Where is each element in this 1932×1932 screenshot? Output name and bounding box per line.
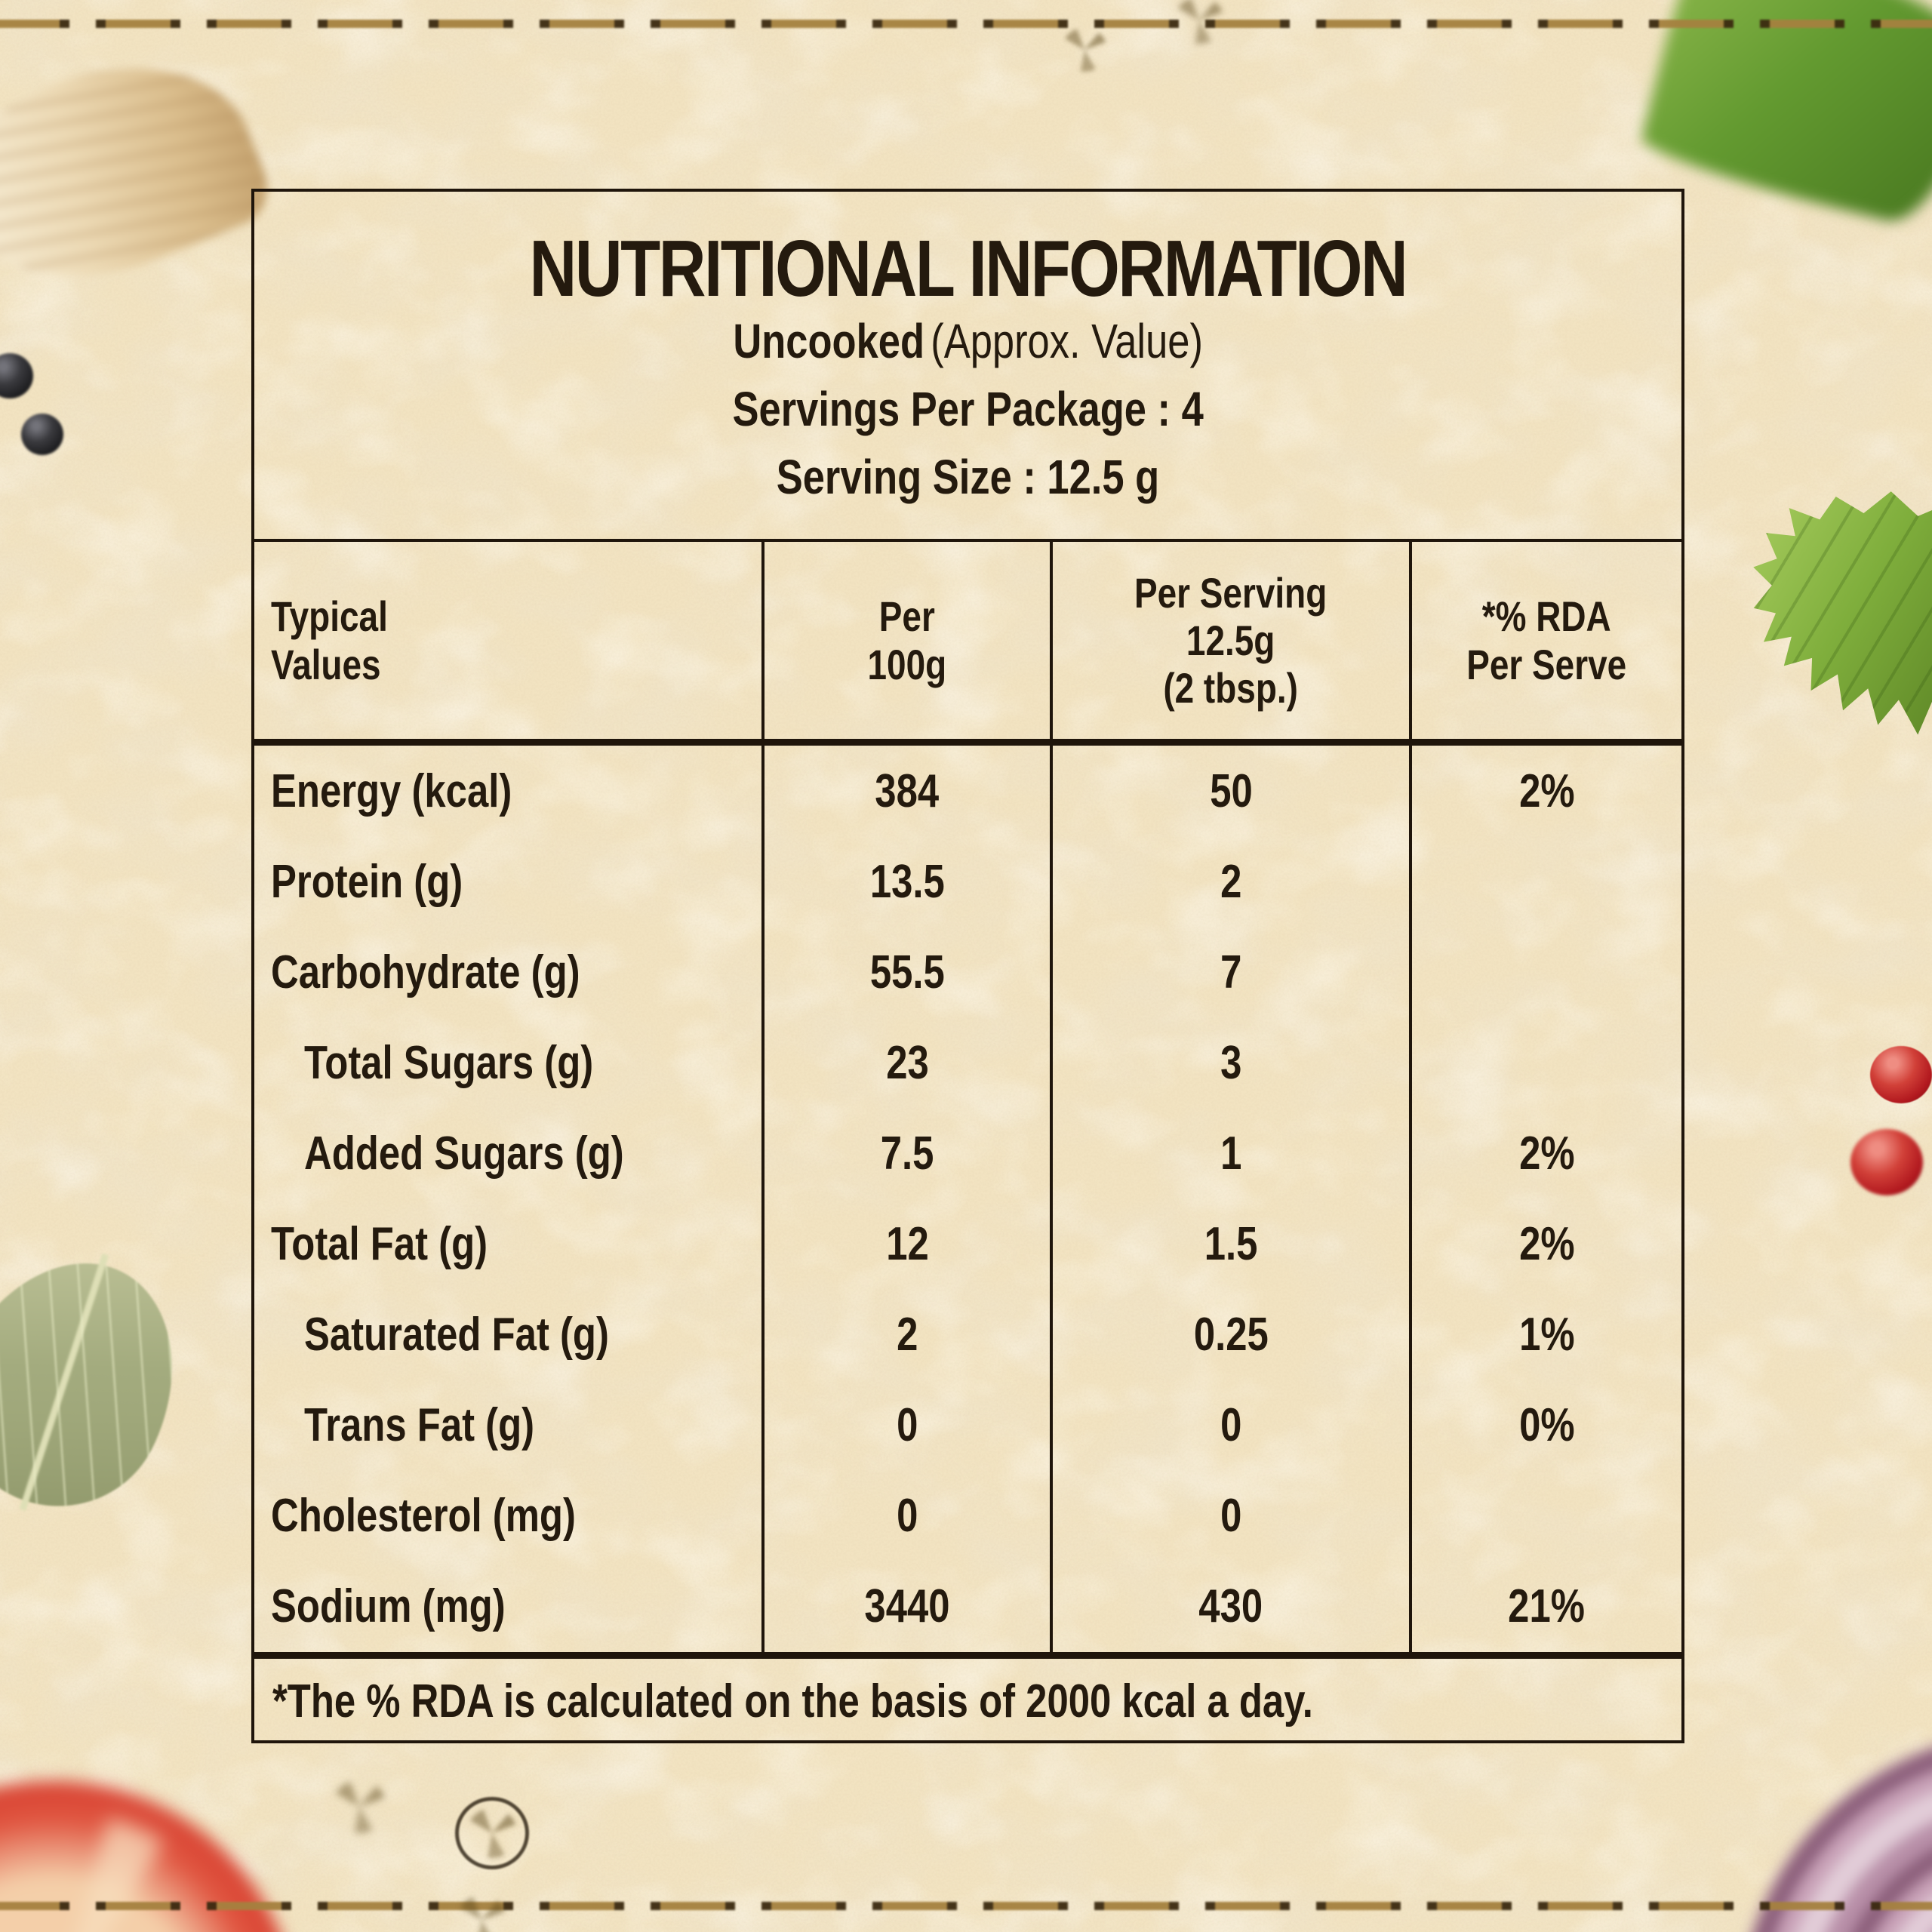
rda-cell [1412, 1017, 1681, 1108]
per-100g-cell: 7.5 [764, 1108, 1053, 1199]
stitch-border-bottom [0, 1902, 1932, 1910]
coriander-seed [459, 1801, 525, 1866]
rda-cell: 2% [1518, 1218, 1575, 1271]
per-100g-cell: 2 [764, 1289, 1053, 1380]
black-peppercorn [21, 414, 63, 455]
table-row: Sodium (mg) 3440 430 21% [254, 1561, 1681, 1652]
column-header-per-100g: Per 100g [764, 542, 1053, 739]
nutrient-label-cell: Trans Fat (g) [254, 1380, 764, 1471]
rda-footnote: *The % RDA is calculated on the basis of… [254, 1652, 1681, 1743]
table-grid: Typical Values Per 100g Per Serving 12.5… [254, 539, 1681, 1740]
column-header-typical-values: Typical Values [254, 542, 764, 739]
uncooked-label: Uncooked [733, 314, 924, 368]
per-serving-cell: 50 [1053, 746, 1412, 837]
bay-leaf [0, 1225, 217, 1542]
nutrition-facts-table: NUTRITIONAL INFORMATION Uncooked (Approx.… [251, 189, 1684, 1743]
per-100g-cell: 13.5 [764, 836, 1053, 928]
nutrient-label-cell: Protein (g) [254, 836, 764, 928]
nutrient-label-cell: Total Sugars (g) [254, 1017, 764, 1109]
table-row: Total Sugars (g) 23 3 [254, 1017, 1681, 1109]
nutrient-label-cell: Total Fat (g) [254, 1198, 764, 1290]
per-100g-cell: 3440 [764, 1561, 1053, 1652]
page-title-text: NUTRITIONAL INFORMATION [529, 224, 1408, 313]
per-serving-cell: 430 [1053, 1561, 1412, 1652]
per-serving-cell: 2 [1053, 836, 1412, 928]
column-header-row: Typical Values Per 100g Per Serving 12.5… [254, 542, 1681, 746]
nutrient-label-cell: Saturated Fat (g) [254, 1289, 764, 1380]
per-serving-cell: 0 [1053, 1470, 1412, 1561]
per-serving-cell: 7 [1053, 927, 1412, 1018]
uncooked-note: (Approx. Value) [931, 314, 1203, 368]
per-100g-cell: 23 [764, 1017, 1053, 1109]
nutrient-label-cell: Cholesterol (mg) [254, 1470, 764, 1561]
nutrient-label-cell: Added Sugars (g) [254, 1108, 764, 1199]
coriander-seed [1055, 21, 1114, 78]
per-serving-cell: 1.5 [1053, 1198, 1412, 1290]
rda-cell: 0% [1518, 1399, 1575, 1452]
rda-cell: 1% [1518, 1309, 1575, 1361]
per-serving-cell: 1 [1053, 1108, 1412, 1199]
table-row: Carbohydrate (g) 55.5 7 [254, 927, 1681, 1018]
rda-cell [1412, 927, 1681, 1017]
column-header-per-serving: Per Serving 12.5g (2 tbsp.) [1053, 542, 1412, 739]
per-100g-cell: 12 [764, 1198, 1053, 1290]
subtitle-uncooked: Uncooked (Approx. Value) [254, 309, 1681, 373]
coriander-seed [448, 1888, 515, 1932]
table-row: Added Sugars (g) 7.5 1 2% [254, 1108, 1681, 1199]
table-row: Saturated Fat (g) 2 0.25 1% [254, 1289, 1681, 1380]
table-row: Trans Fat (g) 0 0 0% [254, 1380, 1681, 1471]
stitch-border-top [0, 20, 1932, 28]
per-100g-cell: 384 [764, 746, 1053, 837]
nutrient-label-cell: Sodium (mg) [254, 1561, 764, 1652]
rda-cell [1412, 1471, 1681, 1561]
garlic-clove [0, 23, 280, 320]
per-100g-cell: 0 [764, 1380, 1053, 1471]
table-row: Total Fat (g) 12 1.5 2% [254, 1198, 1681, 1290]
rda-cell: 2% [1518, 764, 1575, 817]
serving-size-line: Serving Size : 12.5 g [776, 450, 1160, 504]
table-row: Protein (g) 13.5 2 [254, 836, 1681, 928]
pink-peppercorn [1870, 1046, 1932, 1103]
table-header-block: NUTRITIONAL INFORMATION Uncooked (Approx.… [254, 192, 1681, 539]
rda-cell: 2% [1518, 1127, 1575, 1180]
page-title: NUTRITIONAL INFORMATION [254, 225, 1681, 312]
per-100g-cell: 0 [764, 1470, 1053, 1561]
servings-per-package-line: Servings Per Package : 4 [732, 382, 1204, 436]
per-serving-cell: 0.25 [1053, 1289, 1412, 1380]
black-peppercorn [0, 353, 33, 398]
coriander-seed [323, 1772, 395, 1841]
table-body: Energy (kcal) 384 50 2% Protein (g) 13.5… [254, 746, 1681, 1652]
column-header-rda: *% RDA Per Serve [1466, 592, 1627, 688]
table-row: Energy (kcal) 384 50 2% [254, 746, 1681, 837]
per-serving-cell: 3 [1053, 1017, 1412, 1109]
coriander-leaf [1734, 478, 1932, 771]
nutrient-label-cell: Energy (kcal) [254, 746, 764, 837]
per-serving-cell: 0 [1053, 1380, 1412, 1471]
table-row: Cholesterol (mg) 0 0 [254, 1470, 1681, 1561]
rda-cell [1412, 836, 1681, 927]
pink-peppercorn [1850, 1129, 1923, 1195]
rda-cell: 21% [1508, 1580, 1586, 1633]
per-100g-cell: 55.5 [764, 927, 1053, 1018]
nutrient-label-cell: Carbohydrate (g) [254, 927, 764, 1018]
